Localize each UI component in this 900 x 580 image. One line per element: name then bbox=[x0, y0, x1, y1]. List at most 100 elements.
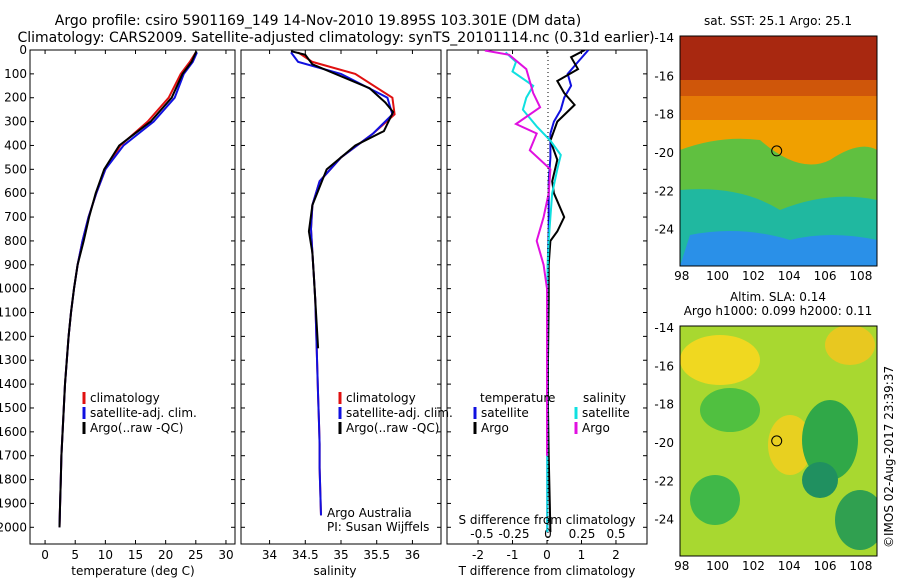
header-title-line2: Climatology: CARS2009. Satellite-adjuste… bbox=[17, 30, 654, 46]
y-tick-label: 500 bbox=[4, 162, 27, 176]
y-tick-label: 1900 bbox=[0, 496, 27, 510]
map-x-tick-label: 104 bbox=[778, 559, 801, 573]
sla-dark-green-blob bbox=[802, 462, 838, 498]
x-tick-label: -2 bbox=[472, 548, 484, 562]
temperature-xlabel: temperature (deg C) bbox=[71, 564, 194, 578]
sst-heatmap bbox=[680, 36, 877, 266]
map-y-tick-label: -18 bbox=[654, 398, 674, 412]
footer-credit: ©IMOS 02-Aug-2017 23:39:37 bbox=[882, 366, 896, 548]
y-tick-label: 1600 bbox=[0, 425, 27, 439]
y-tick-label: 400 bbox=[4, 138, 27, 152]
map-x-tick-label: 98 bbox=[674, 269, 689, 283]
y-tick-label: 1700 bbox=[0, 449, 27, 463]
map-y-tick-label: -14 bbox=[654, 321, 674, 335]
sla-green-blob bbox=[690, 475, 740, 525]
salinity-xlabel: salinity bbox=[313, 564, 356, 578]
sla-heatmap bbox=[680, 326, 877, 556]
x-tick-label: 35 bbox=[333, 548, 348, 562]
sla-map-frame bbox=[679, 325, 878, 557]
sla-map-title-line1: Altim. SLA: 0.14 bbox=[730, 290, 826, 304]
map-x-tick-label: 106 bbox=[814, 269, 837, 283]
sla-green-blob bbox=[835, 490, 877, 550]
difference-series-layer bbox=[484, 50, 590, 533]
top-tick-label: -0.5 bbox=[470, 527, 493, 541]
legend-label-satellite: satellite-adj. clim. bbox=[90, 406, 197, 420]
temperature-series-layer bbox=[58, 50, 198, 528]
map-x-tick-label: 104 bbox=[778, 269, 801, 283]
map-x-tick-label: 108 bbox=[849, 559, 872, 573]
sst-orange-band bbox=[680, 80, 877, 120]
difference-top-axis-label: S difference from climatology bbox=[459, 513, 636, 527]
series-line-temperature-satellite bbox=[546, 50, 590, 533]
series-line-satellite-adj-clim bbox=[290, 51, 394, 516]
series-line-argo-raw-qc bbox=[290, 50, 395, 349]
x-tick-label: 20 bbox=[158, 548, 173, 562]
credit-argo-australia: Argo Australia bbox=[327, 506, 412, 520]
legend-label-sal-argo: Argo bbox=[582, 421, 610, 435]
y-tick-label: 200 bbox=[4, 91, 27, 105]
x-tick-label: 30 bbox=[218, 548, 233, 562]
y-tick-label: 100 bbox=[4, 67, 27, 81]
legend-label-satellite: satellite-adj. clim. bbox=[346, 406, 453, 420]
top-tick-label: -0.25 bbox=[498, 527, 529, 541]
x-tick-label: 36 bbox=[405, 548, 420, 562]
y-tick-label: 900 bbox=[4, 258, 27, 272]
legend-header-salinity: salinity bbox=[583, 391, 626, 405]
y-tick-label: 1200 bbox=[0, 329, 27, 343]
legend-label-argo: Argo(..raw -QC) bbox=[346, 421, 439, 435]
axis-ticks-layer: 0100200300400500600700800900100011001200… bbox=[0, 31, 872, 573]
sla-yellow-blob bbox=[680, 335, 760, 385]
legend-label-sal-satellite: satellite bbox=[582, 406, 630, 420]
map-y-tick-label: -14 bbox=[654, 31, 674, 45]
sst-blue-region bbox=[680, 231, 877, 266]
map-y-tick-label: -24 bbox=[654, 513, 674, 527]
temperature-legend: climatology satellite-adj. clim. Argo(..… bbox=[82, 391, 197, 435]
x-tick-label: 15 bbox=[128, 548, 143, 562]
map-x-tick-label: 106 bbox=[814, 559, 837, 573]
map-x-tick-label: 108 bbox=[849, 269, 872, 283]
legend-label-temp-argo: Argo bbox=[481, 421, 509, 435]
sla-green-blob bbox=[802, 400, 858, 480]
sla-yellow-blob bbox=[825, 326, 875, 365]
legend-label-climatology: climatology bbox=[346, 391, 416, 405]
legend-label-temp-satellite: satellite bbox=[481, 406, 529, 420]
sst-argo-location-marker bbox=[771, 145, 783, 157]
x-tick-label: 34 bbox=[262, 548, 277, 562]
header-title-line1: Argo profile: csiro 5901169_149 14-Nov-2… bbox=[55, 13, 581, 29]
top-tick-label: 0.25 bbox=[569, 527, 596, 541]
x-tick-label: 2 bbox=[612, 548, 620, 562]
y-tick-label: 600 bbox=[4, 186, 27, 200]
sst-map-frame bbox=[679, 35, 878, 267]
x-tick-label: 5 bbox=[71, 548, 79, 562]
map-y-tick-label: -24 bbox=[654, 223, 674, 237]
x-tick-label: -1 bbox=[507, 548, 519, 562]
legend-label-argo: Argo(..raw -QC) bbox=[90, 421, 183, 435]
map-x-tick-label: 98 bbox=[674, 559, 689, 573]
top-tick-label: 0.5 bbox=[606, 527, 625, 541]
y-tick-label: 0 bbox=[19, 43, 27, 57]
y-tick-label: 1000 bbox=[0, 282, 27, 296]
y-tick-label: 2000 bbox=[0, 520, 27, 534]
x-tick-label: 34.5 bbox=[292, 548, 319, 562]
map-y-tick-label: -20 bbox=[654, 146, 674, 160]
x-tick-label: 0 bbox=[543, 548, 551, 562]
x-tick-label: 1 bbox=[578, 548, 586, 562]
y-tick-label: 1300 bbox=[0, 353, 27, 367]
y-tick-label: 700 bbox=[4, 210, 27, 224]
salinity-plot-frame bbox=[240, 49, 442, 545]
sla-map-title-line2: Argo h1000: 0.099 h2000: 0.11 bbox=[684, 304, 873, 318]
series-line-climatology bbox=[58, 51, 197, 528]
sst-map-title: sat. SST: 25.1 Argo: 25.1 bbox=[704, 14, 852, 28]
temperature-plot-frame bbox=[29, 49, 236, 545]
map-y-tick-label: -18 bbox=[654, 108, 674, 122]
y-tick-label: 800 bbox=[4, 234, 27, 248]
map-y-tick-label: -22 bbox=[654, 184, 674, 198]
top-tick-label: 0 bbox=[544, 527, 552, 541]
map-x-tick-label: 102 bbox=[742, 559, 765, 573]
salinity-legend: climatology satellite-adj. clim. Argo(..… bbox=[327, 391, 453, 534]
y-tick-label: 1100 bbox=[0, 306, 27, 320]
legend-label-climatology: climatology bbox=[90, 391, 160, 405]
map-x-tick-label: 100 bbox=[706, 559, 729, 573]
